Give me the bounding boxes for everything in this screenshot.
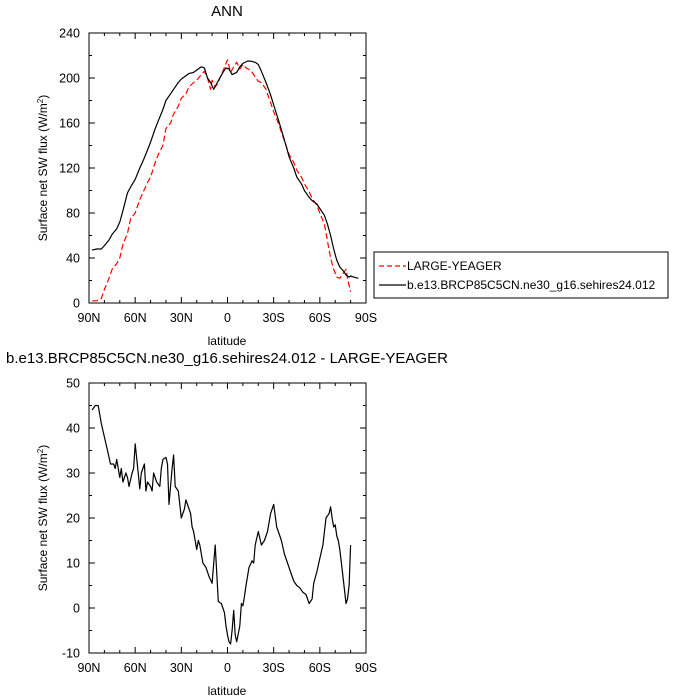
top-x-axis-label: latitude (208, 334, 247, 348)
bottom-chart: b.e13.BRCP85C5CN.ne30_g16.sehires24.012 … (6, 350, 448, 698)
bottom-x-tick-label: 90N (78, 661, 101, 675)
bottom-x-axis-ticks: 90N 60N 30N 0 30S 60S 90S (78, 383, 377, 675)
bottom-x-tick-label: 60S (309, 661, 331, 675)
top-x-tick-label: 90N (78, 311, 101, 325)
top-y-tick-label: 0 (73, 297, 80, 311)
bottom-x-tick-label: 30S (263, 661, 285, 675)
top-chart: ANN 90N 60N 30N 0 30S 60S 90S 0 40 80 120 160 200 24… (36, 3, 669, 348)
top-plot-area (91, 59, 359, 302)
bottom-x-axis-label: latitude (208, 684, 247, 698)
bottom-x-tick-label: 90S (355, 661, 377, 675)
top-y-tick-label: 240 (59, 27, 80, 41)
top-y-tick-label: 120 (59, 162, 80, 176)
top-x-tick-label: 60N (124, 311, 147, 325)
legend-box (373, 251, 669, 299)
bottom-plot-area (91, 404, 352, 645)
top-series-line-b-e13-brcp85c5cn-ne30-g16-sehires24-012 (91, 60, 359, 279)
top-chart-title: ANN (211, 3, 243, 20)
bottom-y-axis-label-close: ) (36, 445, 50, 449)
top-x-axis-ticks: 90N 60N 30N 0 30S 60S 90S (78, 33, 377, 325)
bottom-x-tick-label: 30N (170, 661, 193, 675)
bottom-y-tick-label: 40 (66, 422, 80, 436)
top-y-axis-ticks: 0 40 80 120 160 200 240 (59, 27, 366, 311)
bottom-y-axis-ticks: -10 0 10 20 30 40 50 (62, 377, 366, 661)
top-x-tick-label: 90S (355, 311, 377, 325)
top-y-tick-label: 160 (59, 117, 80, 131)
bottom-y-axis-label-sup: 2 (36, 448, 45, 453)
top-x-tick-label: 0 (224, 311, 231, 325)
bottom-y-axis-label: Surface net SW flux (W/m2) (36, 445, 51, 591)
bottom-chart-title: b.e13.BRCP85C5CN.ne30_g16.sehires24.012 … (6, 350, 448, 367)
bottom-series-line-difference (91, 404, 352, 645)
legend: LARGE-YEAGER b.e13.BRCP85C5CN.ne30_g16.s… (373, 251, 669, 299)
top-y-tick-label: 40 (66, 252, 80, 266)
top-y-axis-label-sup: 2 (36, 98, 45, 103)
top-y-tick-label: 200 (59, 72, 80, 86)
top-x-tick-label: 30S (263, 311, 285, 325)
top-y-tick-label: 80 (66, 207, 80, 221)
legend-label-model: b.e13.BRCP85C5CN.ne30_g16.sehires24.012 (407, 278, 655, 292)
bottom-x-tick-label: 0 (224, 661, 231, 675)
top-y-axis-label-main: Surface net SW flux (W/m (36, 103, 50, 241)
bottom-plot-frame (88, 382, 367, 654)
bottom-x-tick-label: 60N (124, 661, 147, 675)
top-x-tick-label: 60S (309, 311, 331, 325)
top-y-axis-label: Surface net SW flux (W/m2) (36, 95, 51, 241)
bottom-y-tick-label: -10 (62, 647, 80, 661)
bottom-y-tick-label: 20 (66, 512, 80, 526)
top-x-tick-label: 30N (170, 311, 193, 325)
bottom-y-tick-label: 0 (73, 602, 80, 616)
bottom-y-tick-label: 10 (66, 557, 80, 571)
bottom-y-tick-label: 50 (66, 377, 80, 391)
bottom-y-tick-label: 30 (66, 467, 80, 481)
legend-label-large-yeager: LARGE-YEAGER (407, 259, 502, 273)
top-y-axis-label-close: ) (36, 95, 50, 99)
bottom-y-axis-label-main: Surface net SW flux (W/m (36, 453, 50, 591)
top-plot-frame (88, 32, 367, 304)
top-series-line-large-yeager (92, 59, 352, 302)
